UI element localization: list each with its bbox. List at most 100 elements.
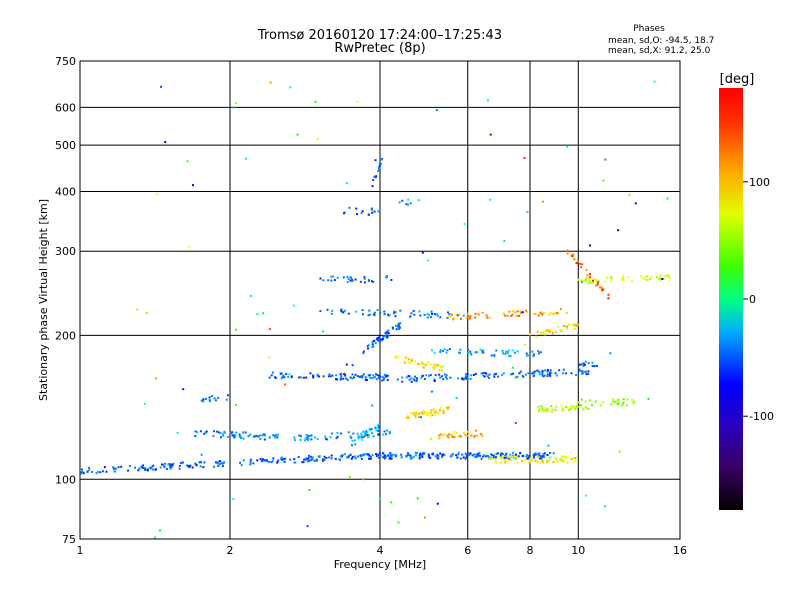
echo-point [321,330,324,333]
echo-point [312,374,315,377]
echo-point [520,311,523,314]
echo-point [575,324,578,327]
echo-point [577,260,579,263]
echo-point [226,435,229,438]
echo-point [377,166,380,169]
echo-point [372,374,375,377]
echo-point [604,280,607,283]
echo-point [382,452,385,455]
echo-point [304,437,307,440]
echo-point [450,455,453,458]
echo-point [408,453,411,456]
echo-point [429,363,432,366]
echo-point [513,311,516,314]
echo-point [155,468,157,471]
echo-point [602,288,605,291]
echo-point [213,465,216,468]
echo-point [316,438,319,440]
echo-point [418,454,421,457]
echo-point [438,369,441,371]
echo-point [382,379,385,382]
echo-point [547,409,550,412]
echo-point [433,313,436,316]
echo-point [283,460,286,463]
echo-point [268,328,271,330]
echo-point [202,466,205,469]
echo-point [204,397,207,400]
echo-point [474,312,477,315]
echo-point [331,374,334,377]
echo-point [409,455,412,458]
echo-point [609,352,612,355]
echo-point [268,356,271,359]
echo-point [476,351,479,354]
echo-point [570,372,573,375]
echo-point [377,429,380,432]
echo-point [536,460,539,463]
echo-point [149,467,152,470]
echo-point [446,377,449,380]
echo-point [475,455,478,458]
echo-point [486,375,489,378]
echo-point [377,454,380,457]
echo-point [307,437,310,440]
echo-point [340,372,343,375]
echo-point [416,497,419,500]
echo-point [318,375,321,378]
echo-point [610,279,613,282]
echo-point [82,472,85,475]
echo-point [586,276,589,279]
echo-point [324,437,327,440]
echo-point [611,400,614,403]
echo-point [170,463,173,466]
echo-point [439,316,442,319]
echo-point [621,275,624,278]
echo-point [493,375,496,378]
echo-point [585,277,587,280]
echo-point [430,408,433,411]
echo-point [549,451,551,454]
echo-point [367,453,370,456]
echo-point [587,373,590,375]
echo-point [486,455,488,458]
echo-point [407,452,409,454]
echo-point [376,374,379,377]
echo-point [514,422,517,424]
x-tick-label: 10 [571,544,585,557]
echo-point [221,462,224,465]
echo-point [362,435,365,438]
echo-point [341,454,344,457]
echo-point [529,333,532,336]
echo-point [298,376,301,379]
echo-point [349,435,352,438]
echo-point [420,416,422,419]
echo-point [439,452,442,455]
echo-point [287,375,290,378]
echo-point [560,308,562,311]
echo-point [445,351,448,354]
echo-point [439,433,442,436]
echo-point [469,315,472,318]
echo-point [545,459,548,462]
echo-point [561,455,564,458]
echo-point [583,363,586,366]
echo-point [178,467,181,470]
echo-point [467,430,469,433]
echo-point [394,311,397,314]
echo-point [255,434,258,437]
echo-point [555,374,558,377]
echo-point [538,408,541,411]
echo-point [270,461,273,464]
echo-point [411,412,414,415]
echo-point [199,430,202,433]
echo-point [398,322,400,325]
echo-point [550,410,553,413]
y-tick-label: 75 [62,533,76,546]
echo-point [239,435,242,438]
echo-point [410,457,413,460]
echo-point [379,453,382,456]
echo-point [401,380,404,383]
echo-point [390,501,393,504]
echo-point [505,456,508,459]
echo-point [223,461,225,464]
